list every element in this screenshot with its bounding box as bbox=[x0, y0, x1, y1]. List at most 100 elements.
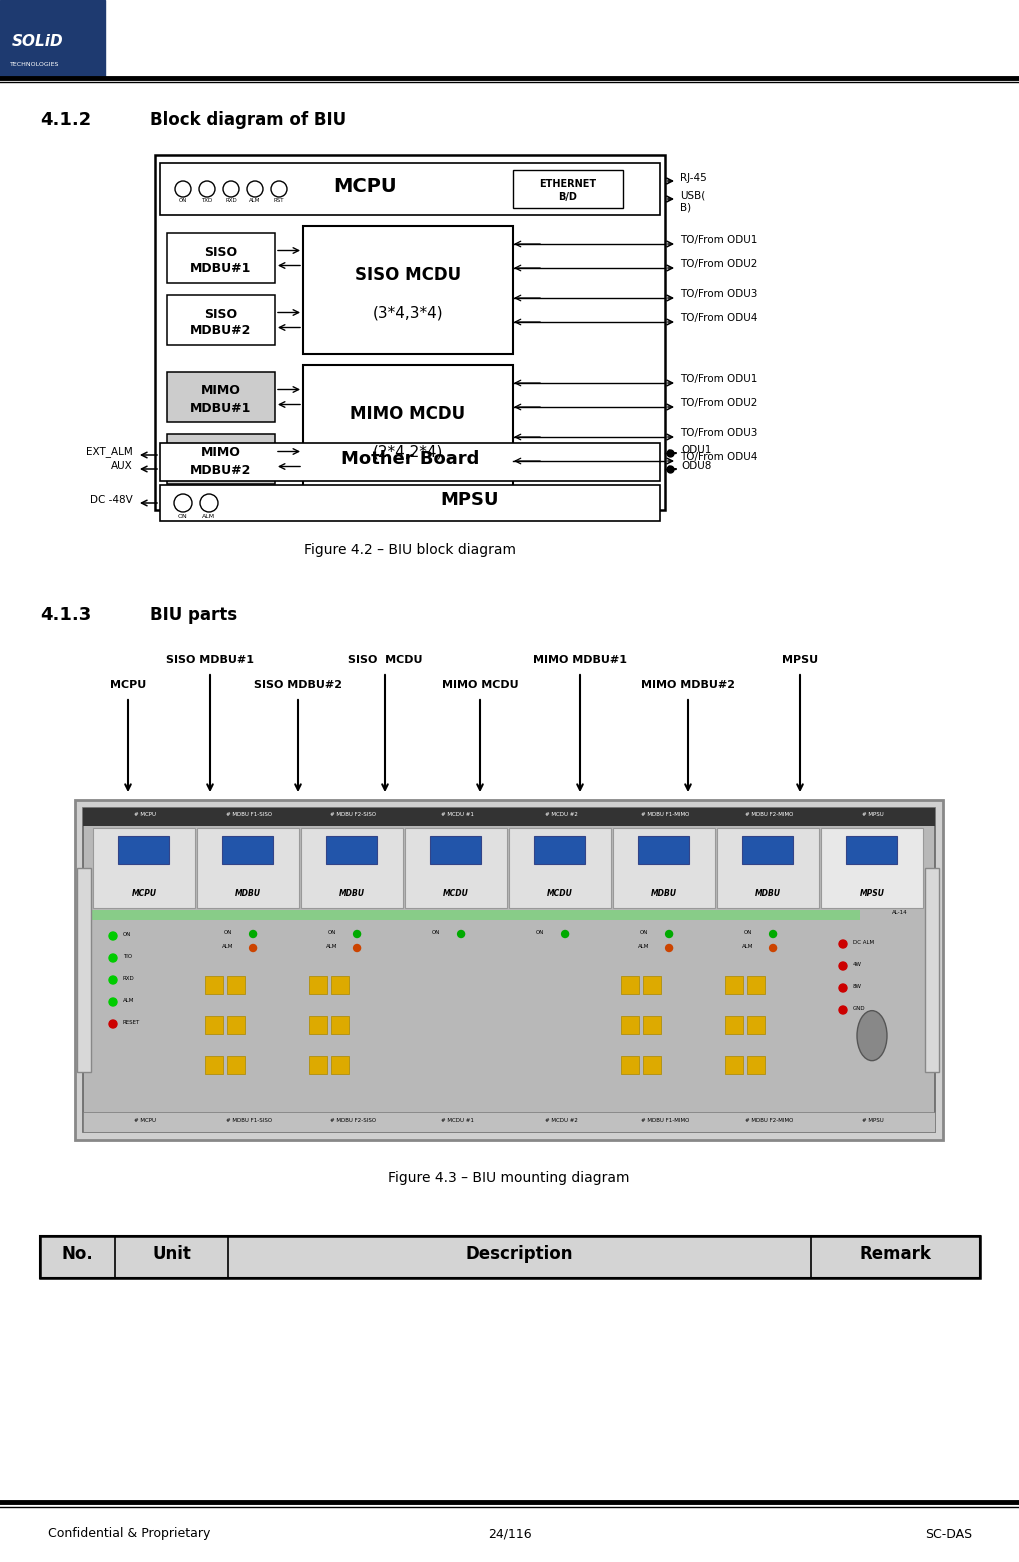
Text: ODU1: ODU1 bbox=[681, 445, 710, 455]
Bar bbox=[83, 808, 934, 1132]
Text: ETHERNET: ETHERNET bbox=[539, 180, 596, 189]
Bar bbox=[160, 484, 659, 522]
Text: # MDBU F2-MIMO: # MDBU F2-MIMO bbox=[744, 1117, 793, 1123]
Bar bbox=[93, 828, 195, 908]
Text: Figure 4.3 – BIU mounting diagram: Figure 4.3 – BIU mounting diagram bbox=[388, 1172, 629, 1186]
Text: # MCPU: # MCPU bbox=[133, 1117, 156, 1123]
Text: ON: ON bbox=[535, 929, 543, 936]
Text: # MDBU F2-SISO: # MDBU F2-SISO bbox=[329, 1117, 376, 1123]
Text: AL-14: AL-14 bbox=[892, 911, 907, 915]
Ellipse shape bbox=[109, 976, 117, 984]
Bar bbox=[642, 976, 660, 993]
Text: MCDU: MCDU bbox=[546, 889, 573, 898]
Bar bbox=[83, 1112, 934, 1132]
Bar bbox=[167, 295, 275, 345]
Text: RESET: RESET bbox=[123, 1020, 141, 1025]
Text: Unit: Unit bbox=[152, 1245, 191, 1264]
Text: TO/From ODU4: TO/From ODU4 bbox=[680, 312, 757, 323]
Bar bbox=[642, 1056, 660, 1075]
Text: TO/From ODU3: TO/From ODU3 bbox=[680, 428, 757, 437]
Bar bbox=[746, 976, 764, 993]
Bar bbox=[725, 1056, 742, 1075]
Text: SISO  MCDU: SISO MCDU bbox=[347, 654, 422, 665]
Text: MPSU: MPSU bbox=[440, 490, 498, 509]
Bar bbox=[303, 226, 513, 355]
Bar bbox=[167, 372, 275, 422]
Bar bbox=[222, 836, 273, 864]
Text: # MDBU F1-SISO: # MDBU F1-SISO bbox=[226, 1117, 272, 1123]
Bar bbox=[742, 836, 793, 864]
Ellipse shape bbox=[175, 181, 191, 197]
Bar bbox=[0, 0, 105, 78]
Text: # MCDU #2: # MCDU #2 bbox=[544, 812, 577, 817]
Bar bbox=[76, 868, 91, 1072]
Text: MIMO MCDU: MIMO MCDU bbox=[441, 679, 518, 690]
Ellipse shape bbox=[665, 931, 672, 937]
Text: RXD: RXD bbox=[123, 976, 135, 981]
Text: MIMO MCDU: MIMO MCDU bbox=[351, 405, 465, 423]
Text: DC ALM: DC ALM bbox=[852, 939, 873, 945]
Bar bbox=[227, 1015, 245, 1034]
Text: ALM: ALM bbox=[637, 943, 649, 950]
Bar bbox=[642, 1015, 660, 1034]
Bar bbox=[155, 155, 664, 511]
Text: SC-DAS: SC-DAS bbox=[924, 1528, 971, 1540]
Ellipse shape bbox=[109, 1020, 117, 1028]
Bar bbox=[40, 1236, 979, 1278]
Text: SISO: SISO bbox=[204, 308, 237, 320]
Text: TO/From ODU1: TO/From ODU1 bbox=[680, 234, 757, 245]
Bar bbox=[725, 976, 742, 993]
Text: SOLiD: SOLiD bbox=[12, 34, 63, 50]
Bar bbox=[205, 1056, 223, 1075]
Text: GND: GND bbox=[852, 1006, 865, 1011]
Ellipse shape bbox=[839, 940, 846, 948]
Text: MCPU: MCPU bbox=[110, 679, 146, 690]
Text: # MCPU: # MCPU bbox=[133, 812, 156, 817]
Ellipse shape bbox=[109, 998, 117, 1006]
Text: MCPU: MCPU bbox=[333, 177, 396, 195]
Bar bbox=[309, 1056, 327, 1075]
Text: MPSU: MPSU bbox=[859, 889, 883, 898]
Ellipse shape bbox=[458, 931, 464, 937]
Bar bbox=[621, 976, 638, 993]
Bar bbox=[331, 1056, 348, 1075]
Ellipse shape bbox=[769, 931, 775, 937]
Text: ODU8: ODU8 bbox=[681, 461, 710, 472]
Bar bbox=[160, 444, 659, 481]
Text: ALM: ALM bbox=[741, 943, 753, 950]
Text: ALM: ALM bbox=[222, 943, 233, 950]
Text: # MCDU #2: # MCDU #2 bbox=[544, 1117, 577, 1123]
Ellipse shape bbox=[839, 962, 846, 970]
Text: (3*4,3*4): (3*4,3*4) bbox=[372, 306, 443, 320]
Ellipse shape bbox=[271, 181, 286, 197]
Ellipse shape bbox=[247, 181, 263, 197]
Text: MDBU#1: MDBU#1 bbox=[191, 262, 252, 275]
Bar bbox=[303, 366, 513, 494]
Text: ON: ON bbox=[123, 931, 131, 937]
Text: RST: RST bbox=[273, 198, 284, 203]
Text: RXD: RXD bbox=[225, 198, 236, 203]
Text: MIMO MDBU#1: MIMO MDBU#1 bbox=[533, 654, 627, 665]
Text: MDBU#2: MDBU#2 bbox=[191, 325, 252, 337]
Text: TECHNOLOGIES: TECHNOLOGIES bbox=[10, 62, 59, 67]
Ellipse shape bbox=[839, 1006, 846, 1014]
Bar bbox=[508, 828, 610, 908]
Bar bbox=[331, 976, 348, 993]
Text: USB(: USB( bbox=[680, 191, 704, 200]
Bar bbox=[88, 911, 859, 920]
Text: # MPSU: # MPSU bbox=[861, 812, 883, 817]
Bar bbox=[309, 976, 327, 993]
Ellipse shape bbox=[250, 931, 257, 937]
Text: # MDBU F1-MIMO: # MDBU F1-MIMO bbox=[640, 812, 689, 817]
Bar bbox=[846, 836, 897, 864]
Text: ON: ON bbox=[639, 929, 647, 936]
Text: 24/116: 24/116 bbox=[488, 1528, 531, 1540]
Ellipse shape bbox=[354, 931, 361, 937]
Bar bbox=[301, 828, 403, 908]
Ellipse shape bbox=[200, 494, 218, 512]
Ellipse shape bbox=[199, 181, 215, 197]
Text: Mother Board: Mother Board bbox=[340, 450, 479, 469]
Ellipse shape bbox=[856, 1011, 887, 1061]
Text: MDBU#1: MDBU#1 bbox=[191, 401, 252, 414]
Bar bbox=[160, 162, 659, 216]
